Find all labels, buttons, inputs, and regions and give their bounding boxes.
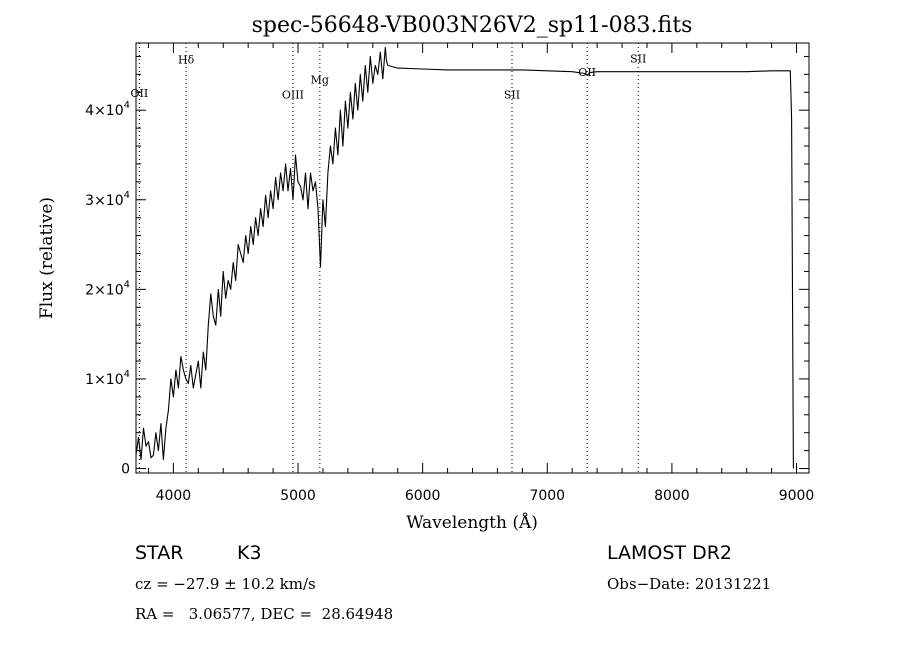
x-tick-label: 7000 — [529, 488, 565, 504]
x-tick-label: 8000 — [654, 488, 690, 504]
y-tick-label: 0 — [121, 462, 130, 478]
chart-title: spec-56648-VB003N26V2_sp11-083.fits — [252, 13, 693, 38]
object-subclass: K3 — [237, 542, 262, 564]
ra-dec: RA = 3.06577, DEC = 28.64948 — [135, 605, 393, 623]
y-axis-ticks: 0 1×104 2×104 3×104 4×104 — [85, 55, 809, 478]
y-tick-label: 3×104 — [85, 190, 130, 209]
object-class: STAR — [135, 542, 183, 564]
obs-date: Obs−Date: 20131221 — [607, 575, 771, 593]
spectral-line-label: OII — [578, 66, 596, 79]
y-tick-label: 2×104 — [85, 279, 130, 298]
spectral-line-label: OII — [131, 87, 149, 100]
x-axis-ticks: 4000 5000 6000 7000 8000 9000 — [147, 43, 815, 504]
x-tick-label: 4000 — [156, 488, 192, 504]
y-tick-label: 4×104 — [85, 100, 130, 119]
x-axis-label: Wavelength (Å) — [406, 512, 538, 533]
spectral-line-label: OIII — [282, 89, 304, 102]
x-tick-label: 9000 — [779, 488, 815, 504]
spectrum-series-line — [135, 46, 794, 469]
redshift-cz: cz = −27.9 ± 10.2 km/s — [135, 575, 316, 593]
spectral-line-label: Mg — [311, 73, 329, 86]
x-tick-label: 5000 — [280, 488, 316, 504]
spectral-lines: OII Hδ OIII Mg SII OII SII — [131, 43, 646, 473]
y-axis-label: Flux (relative) — [37, 197, 57, 319]
survey-name: LAMOST DR2 — [607, 542, 732, 564]
spectral-line-label: Hδ — [178, 54, 195, 67]
y-tick-label: 1×104 — [85, 369, 130, 388]
spectral-line-label: SII — [630, 53, 646, 66]
spectral-line-label: SII — [504, 89, 520, 102]
x-tick-label: 6000 — [405, 488, 441, 504]
